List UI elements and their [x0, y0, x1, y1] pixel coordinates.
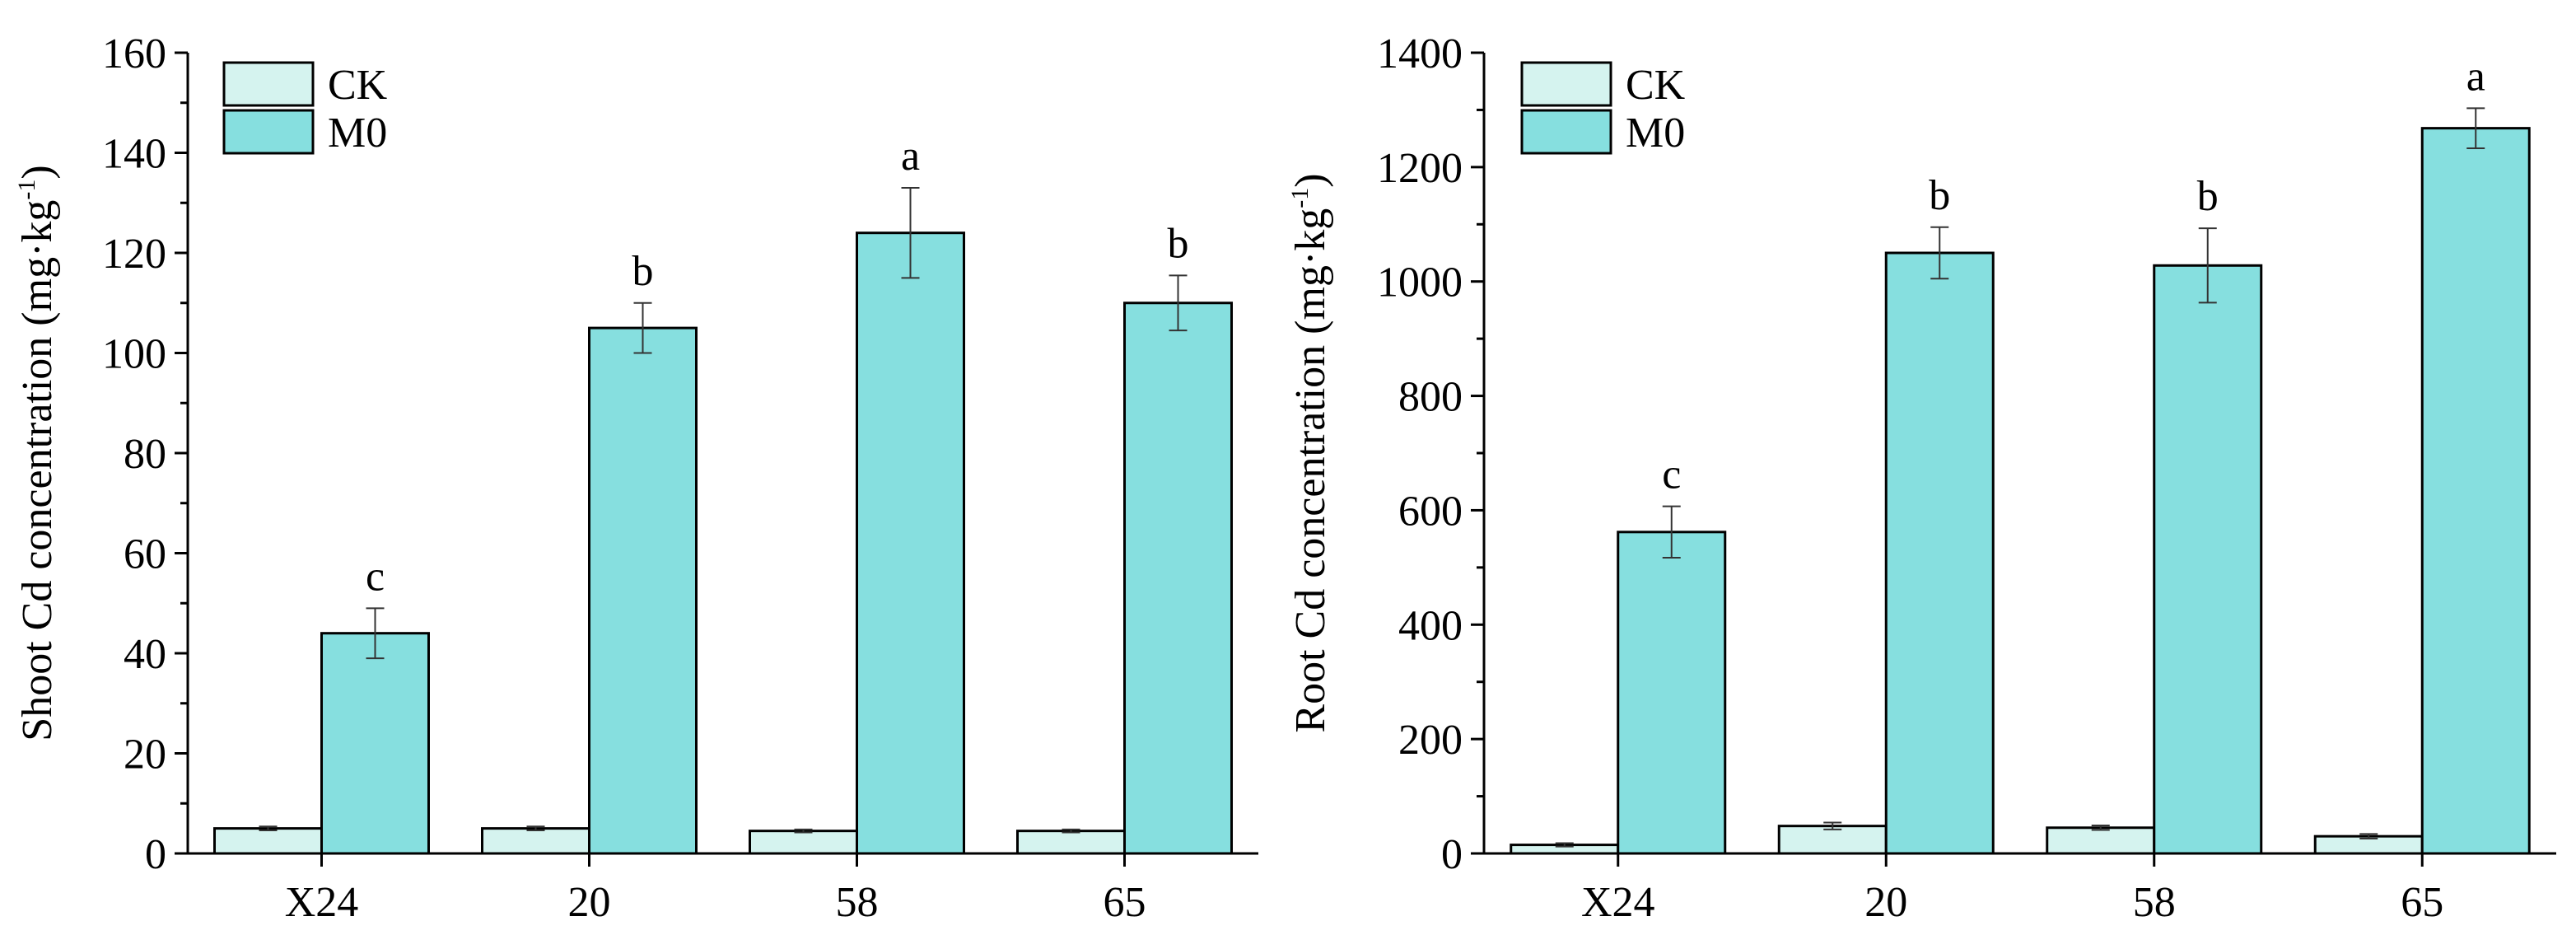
- y-tick-label: 0: [145, 831, 166, 878]
- x-tick-label: 58: [836, 879, 879, 926]
- error-bar-ck-65: [1062, 828, 1080, 834]
- bar-m0-x24: [1617, 531, 1727, 855]
- x-tick-label: 20: [568, 879, 611, 926]
- bar-ck-65: [1016, 830, 1126, 855]
- bar-m0-65: [2420, 127, 2531, 855]
- error-bar-m0-65: [2466, 107, 2485, 149]
- bar-ck-x24: [213, 827, 323, 855]
- error-bar-ck-x24: [259, 825, 278, 832]
- y-tick-label: 60: [124, 531, 166, 578]
- error-bar-ck-x24: [1555, 842, 1574, 848]
- bar-ck-20: [481, 827, 590, 855]
- significance-label: c: [1662, 451, 1681, 498]
- y-tick-label: 400: [1398, 602, 1463, 649]
- bar-m0-20: [1884, 251, 1995, 855]
- legend-swatch-ck: [222, 61, 315, 107]
- error-bar-m0-58: [2198, 227, 2217, 304]
- y-tick-label: 100: [102, 331, 166, 378]
- legend-swatch-ck: [1520, 61, 1612, 107]
- x-tick-label: 58: [2133, 879, 2176, 926]
- significance-label: b: [1929, 172, 1950, 219]
- bar-m0-65: [1123, 302, 1233, 855]
- legend-swatch-m0: [222, 109, 315, 155]
- y-tick-label: 600: [1398, 488, 1463, 535]
- bar-m0-20: [588, 326, 698, 855]
- significance-label: a: [901, 133, 920, 180]
- y-axis-title: Shoot Cd concentration (mg·kg-1): [13, 165, 61, 741]
- chart-panel-2: 0 200 400 600 800 1000 1200 1400 Root Cd concent…: [1286, 30, 2556, 926]
- x-tick-label: 65: [2401, 879, 2443, 926]
- y-tick-label: 40: [124, 631, 166, 678]
- error-bar-m0-x24: [366, 607, 385, 660]
- error-bar-m0-x24: [1662, 505, 1681, 559]
- x-tick-label: 20: [1864, 879, 1907, 926]
- bar-m0-x24: [320, 632, 430, 855]
- legend-label-ck: CK: [328, 62, 388, 109]
- y-tick-label: 20: [124, 732, 166, 778]
- x-tick-label: X24: [1581, 879, 1655, 926]
- error-bar-m0-20: [633, 302, 652, 354]
- error-bar-ck-65: [2359, 833, 2378, 839]
- y-tick-label: 120: [102, 231, 166, 278]
- y-tick-label: 1000: [1377, 259, 1463, 306]
- error-bar-m0-20: [1930, 226, 1949, 280]
- error-bar-ck-58: [2091, 824, 2110, 831]
- y-axis-title-close: ): [1287, 173, 1334, 187]
- error-bar-ck-58: [794, 828, 813, 834]
- y-tick-label: 140: [102, 131, 166, 178]
- significance-label: b: [1168, 220, 1189, 267]
- y-axis-title-superscript: -1: [13, 180, 40, 200]
- y-axis-title-text: Root Cd concentration (mg·kg: [1287, 208, 1334, 733]
- y-tick-label: 1200: [1377, 145, 1463, 192]
- x-tick-label: 65: [1104, 879, 1146, 926]
- y-tick-label: 1400: [1377, 30, 1463, 77]
- bar-ck-58: [2046, 826, 2156, 855]
- y-tick-label: 160: [102, 30, 166, 77]
- y-tick-label: 0: [1441, 831, 1463, 878]
- error-bar-ck-20: [526, 825, 545, 832]
- legend-label-m0: M0: [328, 110, 387, 157]
- y-tick-label: 80: [124, 431, 166, 478]
- y-axis-title-text: Shoot Cd concentration (mg·kg: [14, 200, 61, 741]
- legend-label-ck: CK: [1626, 62, 1686, 109]
- significance-label: b: [2197, 173, 2219, 220]
- error-bar-m0-65: [1169, 274, 1188, 332]
- error-bar-ck-20: [1823, 821, 1842, 830]
- legend-swatch-m0: [1520, 109, 1612, 155]
- bar-ck-58: [749, 830, 858, 855]
- bar-m0-58: [856, 231, 965, 855]
- error-bar-m0-58: [901, 187, 920, 279]
- y-tick-label: 200: [1398, 717, 1463, 764]
- y-axis-title-superscript: -1: [1286, 188, 1314, 208]
- significance-label: b: [632, 248, 654, 295]
- significance-label: c: [366, 553, 385, 600]
- legend-label-m0: M0: [1626, 110, 1685, 157]
- significance-label: a: [2466, 53, 2485, 100]
- chart-panel-1: 0 20 40 60 80 100 120 140 160 Shoot Cd concentrat…: [13, 30, 1258, 926]
- y-axis-title: Root Cd concentration (mg·kg-1): [1286, 173, 1334, 732]
- x-tick-label: X24: [285, 879, 359, 926]
- y-tick-label: 800: [1398, 374, 1463, 421]
- bar-m0-58: [2153, 264, 2263, 855]
- y-axis-title-close: ): [14, 165, 61, 179]
